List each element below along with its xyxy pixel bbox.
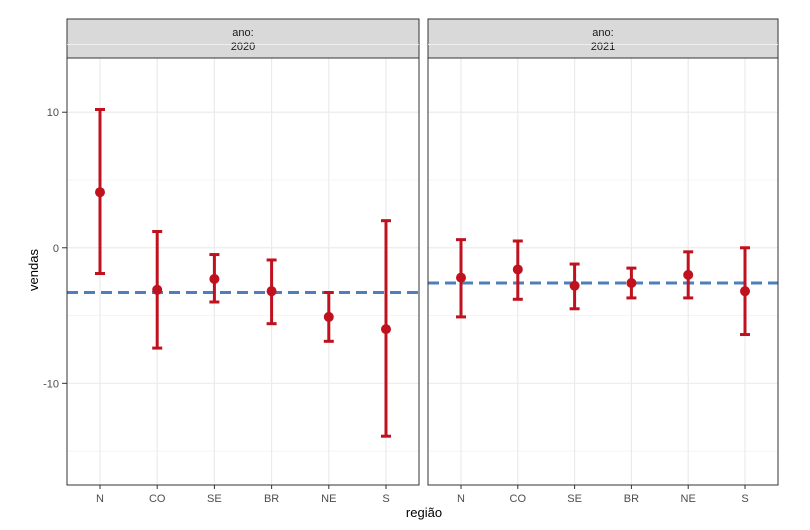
- panel-border: [427, 57, 779, 486]
- errorbar-BR: [626, 266, 637, 300]
- x-tick-label: SE: [567, 493, 582, 505]
- x-tick-label: NE: [321, 493, 336, 505]
- mean-point: [512, 264, 523, 275]
- facet-strip-title: ano:: [232, 27, 253, 39]
- x-tick-label: CO: [510, 493, 527, 505]
- mean-point: [626, 278, 637, 289]
- errorbar-SE: [569, 262, 580, 311]
- errorbar-N: [95, 108, 105, 276]
- mean-point: [152, 284, 163, 295]
- x-tick-label: NE: [681, 493, 696, 505]
- facet-panel-2021: ano: 2021 N CO SE BR NE S: [427, 18, 779, 505]
- errorbar-S: [740, 246, 750, 337]
- mean-point: [456, 272, 466, 283]
- panel-border: [66, 57, 420, 486]
- errorbar-N: [456, 238, 466, 319]
- x-tick-label: CO: [149, 493, 166, 505]
- x-tick-label: N: [457, 493, 465, 505]
- x-tick-label: S: [741, 493, 748, 505]
- mean-point: [683, 269, 694, 280]
- x-tick-label: N: [96, 493, 104, 505]
- errorbar-NE: [683, 250, 694, 300]
- errorbar-CO: [152, 230, 163, 350]
- errorbar-CO: [512, 239, 523, 301]
- x-tick-label: BR: [624, 493, 639, 505]
- facet-panel-2020: ano: 2020 N CO SE BR NE S: [66, 18, 420, 505]
- mean-point: [209, 273, 220, 284]
- facet-strip-year: 2021: [591, 41, 615, 53]
- y-tick-label: 10: [47, 107, 59, 119]
- mean-point: [569, 280, 580, 291]
- errorbar-NE: [323, 291, 334, 343]
- mean-point: [740, 286, 750, 297]
- mean-point: [266, 286, 277, 297]
- facet-strip-title: ano:: [592, 27, 613, 39]
- x-axis-title: região: [406, 505, 442, 520]
- facet-strip: [66, 18, 420, 59]
- errorbar-S: [381, 219, 391, 438]
- mean-point: [95, 187, 105, 198]
- x-tick-label: BR: [264, 493, 279, 505]
- panel-background: [67, 58, 419, 485]
- facet-strip: [427, 18, 779, 59]
- y-tick-label: 0: [53, 243, 59, 255]
- y-tick-label: -10: [43, 378, 59, 390]
- x-tick-label: S: [382, 493, 389, 505]
- mean-point: [323, 311, 334, 322]
- facet-strip-year: 2020: [231, 41, 255, 53]
- panel-background: [428, 58, 778, 485]
- errorbar-SE: [209, 253, 220, 304]
- errorbar-BR: [266, 258, 277, 326]
- x-tick-label: SE: [207, 493, 222, 505]
- mean-point: [381, 324, 391, 335]
- y-axis-title: vendas: [26, 249, 41, 291]
